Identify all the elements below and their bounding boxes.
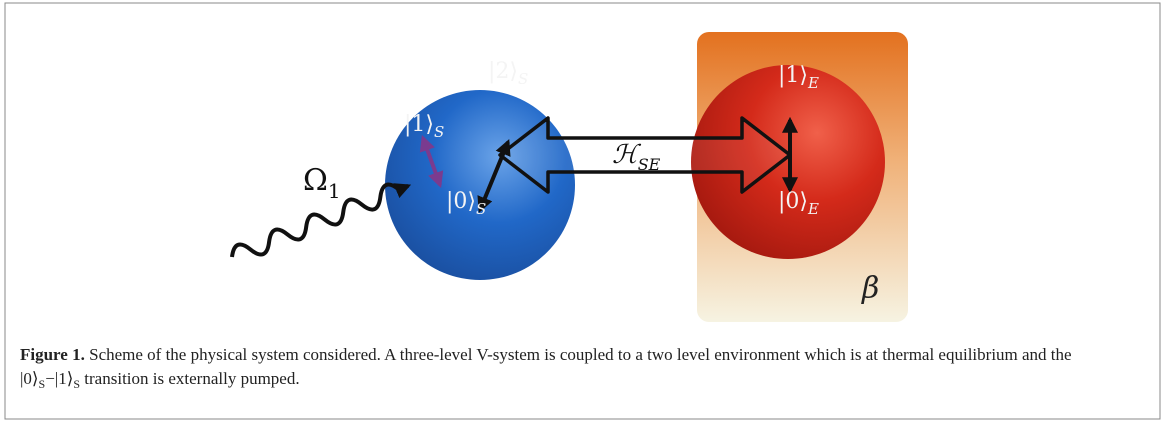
transition-arrow bbox=[477, 139, 511, 213]
ket-label: |0⟩S bbox=[446, 189, 486, 218]
caption-part: |0⟩ bbox=[20, 369, 39, 388]
caption-part: S bbox=[39, 377, 46, 391]
ket-label: |2⟩S bbox=[488, 59, 528, 88]
caption-part: transition is externally pumped. bbox=[80, 369, 300, 388]
beta-label: β bbox=[861, 271, 879, 306]
caption: |0⟩S−|1⟩S transition is externally pumpe… bbox=[20, 369, 300, 391]
pumped-transition-arrow bbox=[419, 134, 444, 189]
coupling-label: ℋSE bbox=[612, 140, 661, 174]
ket-label: |1⟩S bbox=[404, 112, 444, 141]
ket-label: |0⟩E bbox=[778, 189, 819, 218]
omega-label: Ω1 bbox=[303, 163, 341, 203]
caption-part: −|1⟩ bbox=[45, 369, 73, 388]
ket-label: |1⟩E bbox=[778, 63, 819, 92]
caption: Figure 1. Scheme of the physical system … bbox=[20, 345, 1072, 364]
pump-wave bbox=[230, 182, 412, 258]
caption-part: S bbox=[73, 377, 80, 391]
frame bbox=[4, 2, 1161, 420]
